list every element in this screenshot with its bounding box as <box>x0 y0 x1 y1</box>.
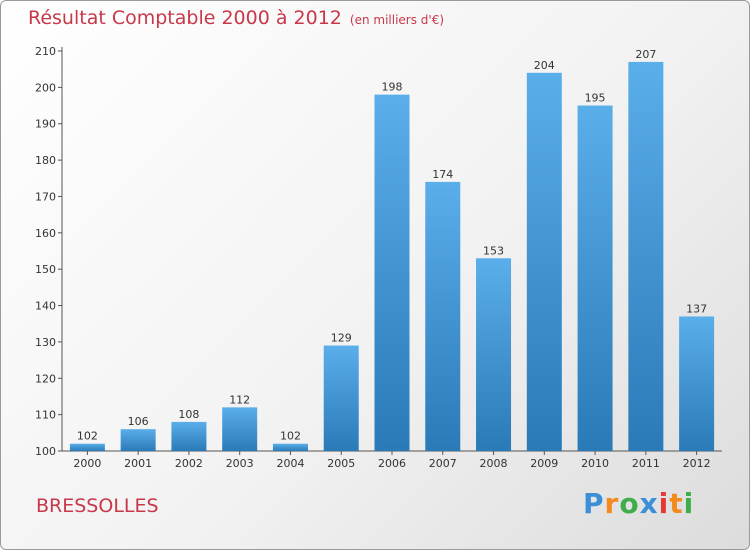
bar-2010 <box>577 105 613 451</box>
x-tick-label-2001: 2001 <box>124 457 152 470</box>
x-tick-label-2005: 2005 <box>327 457 355 470</box>
data-label-2001: 106 <box>128 415 149 428</box>
y-tick-label: 120 <box>35 372 56 385</box>
data-label-2005: 129 <box>331 332 352 345</box>
bar-2002 <box>171 421 207 451</box>
data-label-2009: 204 <box>534 59 555 72</box>
data-label-2004: 102 <box>280 430 301 443</box>
data-label-2012: 137 <box>686 302 707 315</box>
data-label-2007: 174 <box>432 168 453 181</box>
logo-letter: i <box>658 487 670 520</box>
bar-2007 <box>425 181 461 451</box>
x-tick-label-2009: 2009 <box>530 457 558 470</box>
y-tick-label: 130 <box>35 336 56 349</box>
logo-letter: i <box>683 487 695 520</box>
chart-title: Résultat Comptable 2000 à 2012 (en millie… <box>28 7 444 29</box>
bar-2001 <box>120 429 156 451</box>
x-tick-label-2000: 2000 <box>73 457 101 470</box>
logo-letter: x <box>639 487 659 520</box>
x-tick-label-2012: 2012 <box>683 457 711 470</box>
bar-2012 <box>679 316 715 451</box>
bar-2004 <box>272 443 308 451</box>
x-tick-label-2006: 2006 <box>378 457 406 470</box>
data-label-2008: 153 <box>483 244 504 257</box>
y-tick-label: 210 <box>35 45 56 58</box>
y-tick-label: 150 <box>35 263 56 276</box>
data-label-2000: 102 <box>77 430 98 443</box>
x-tick-label-2002: 2002 <box>175 457 203 470</box>
town-name: BRESSOLLES <box>36 495 159 517</box>
y-tick-label: 180 <box>35 154 56 167</box>
data-label-2011: 207 <box>635 48 656 61</box>
y-tick-label: 110 <box>35 409 56 422</box>
bar-2000 <box>69 443 105 451</box>
bar-2011 <box>628 61 664 452</box>
logo-letter: r <box>604 487 620 520</box>
bar-2003 <box>222 407 258 451</box>
x-tick-label-2004: 2004 <box>276 457 304 470</box>
y-tick-label: 190 <box>35 118 56 131</box>
data-label-2010: 195 <box>585 92 606 105</box>
y-tick-label: 100 <box>35 445 56 458</box>
chart-subtitle: (en milliers d'€) <box>349 13 445 27</box>
x-tick-label-2011: 2011 <box>632 457 660 470</box>
x-tick-label-2010: 2010 <box>581 457 609 470</box>
logo-letter: t <box>669 487 684 520</box>
data-label-2002: 108 <box>178 408 199 421</box>
chart-title-text: Résultat Comptable 2000 à 2012 <box>28 7 342 29</box>
y-tick-label: 200 <box>35 81 56 94</box>
x-tick-label-2003: 2003 <box>226 457 254 470</box>
data-label-2006: 198 <box>382 81 403 94</box>
y-tick-label: 140 <box>35 300 56 313</box>
x-tick-label-2008: 2008 <box>480 457 508 470</box>
bar-2008 <box>476 258 512 451</box>
x-tick-label-2007: 2007 <box>429 457 457 470</box>
logo-letter: P <box>583 487 605 520</box>
y-tick-label: 160 <box>35 227 56 240</box>
proxiti-logo: Proxiti <box>583 487 694 520</box>
logo-letter: o <box>619 487 640 520</box>
data-label-2003: 112 <box>229 393 250 406</box>
bar-2005 <box>323 345 359 451</box>
bar-2009 <box>526 72 562 452</box>
bar-2006 <box>374 94 410 452</box>
y-tick-label: 170 <box>35 190 56 203</box>
